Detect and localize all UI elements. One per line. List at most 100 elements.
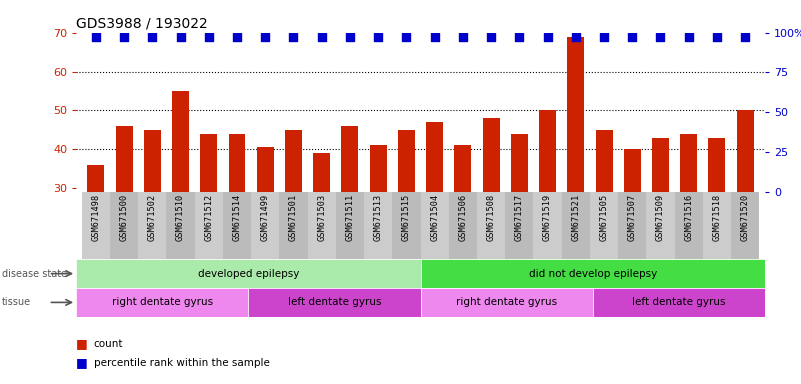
Point (710, 33, 723, 40)
Text: GSM671507: GSM671507 (628, 194, 637, 241)
Bar (228, 134, 245, 192)
Text: developed epilepsy: developed epilepsy (198, 268, 299, 279)
Bar (593, 288, 765, 317)
Bar (76, 259, 421, 288)
Bar (618, 192, 646, 259)
Bar (624, 149, 641, 192)
Text: right dentate gyrus: right dentate gyrus (456, 297, 557, 308)
Bar (511, 134, 528, 192)
Point (344, 33, 356, 40)
Point (682, 33, 695, 40)
Point (316, 33, 328, 40)
Text: GSM671512: GSM671512 (204, 194, 213, 241)
Text: GSM671520: GSM671520 (741, 194, 750, 241)
Point (146, 33, 159, 40)
Bar (454, 146, 471, 192)
Bar (336, 192, 364, 259)
Text: GSM671513: GSM671513 (374, 194, 383, 241)
Bar (370, 146, 387, 192)
Point (654, 33, 667, 40)
Bar (567, 36, 584, 192)
Point (485, 33, 497, 40)
Bar (674, 192, 702, 259)
Bar (115, 126, 132, 192)
Text: GSM671514: GSM671514 (232, 194, 242, 241)
Point (174, 33, 187, 40)
Text: GSM671504: GSM671504 (430, 194, 439, 241)
Bar (596, 130, 613, 192)
Text: GSM671500: GSM671500 (119, 194, 129, 241)
Point (231, 33, 244, 40)
Bar (172, 91, 189, 192)
Point (626, 33, 638, 40)
Bar (200, 134, 217, 192)
Bar (252, 192, 280, 259)
Text: GSM671519: GSM671519 (543, 194, 552, 241)
Bar (341, 126, 358, 192)
Bar (562, 192, 590, 259)
Bar (680, 134, 697, 192)
Text: GSM671511: GSM671511 (345, 194, 355, 241)
Text: GSM671501: GSM671501 (289, 194, 298, 241)
Text: count: count (94, 339, 123, 349)
Point (259, 33, 272, 40)
Text: left dentate gyrus: left dentate gyrus (288, 297, 381, 308)
Text: ■: ■ (76, 337, 88, 350)
Bar (652, 137, 669, 192)
Bar (421, 288, 593, 317)
Bar (421, 192, 449, 259)
Bar (308, 192, 336, 259)
Text: did not develop epilepsy: did not develop epilepsy (529, 268, 657, 279)
Bar (257, 147, 274, 192)
Bar (364, 192, 392, 259)
Bar (483, 118, 500, 192)
Bar (144, 130, 161, 192)
Text: disease state: disease state (2, 268, 66, 279)
Bar (449, 192, 477, 259)
Text: GSM671510: GSM671510 (176, 194, 185, 241)
Text: GSM671508: GSM671508 (486, 194, 496, 241)
Point (203, 33, 215, 40)
Bar (139, 192, 167, 259)
Text: GSM671498: GSM671498 (91, 194, 100, 241)
Bar (590, 192, 618, 259)
Bar (82, 192, 110, 259)
Text: GSM671506: GSM671506 (458, 194, 467, 241)
Bar (421, 259, 765, 288)
Bar (477, 192, 505, 259)
Bar (195, 192, 223, 259)
Bar (87, 165, 104, 192)
Bar (398, 130, 415, 192)
Bar (505, 192, 533, 259)
Bar (646, 192, 674, 259)
Point (400, 33, 413, 40)
Point (118, 33, 131, 40)
Bar (392, 192, 421, 259)
Bar (76, 288, 248, 317)
Bar (280, 192, 308, 259)
Text: GSM671499: GSM671499 (261, 194, 270, 241)
Bar (167, 192, 195, 259)
Text: right dentate gyrus: right dentate gyrus (111, 297, 213, 308)
Text: GSM671521: GSM671521 (571, 194, 580, 241)
Point (429, 33, 441, 40)
Point (457, 33, 469, 40)
Point (287, 33, 300, 40)
Text: percentile rank within the sample: percentile rank within the sample (94, 358, 270, 368)
Text: GSM671505: GSM671505 (599, 194, 609, 241)
Text: GSM671502: GSM671502 (148, 194, 157, 241)
Text: GSM671518: GSM671518 (712, 194, 722, 241)
Point (739, 33, 751, 40)
Bar (539, 110, 556, 192)
Point (372, 33, 384, 40)
Point (598, 33, 610, 40)
Bar (426, 122, 443, 192)
Text: tissue: tissue (2, 297, 30, 308)
Bar (313, 153, 330, 192)
Point (513, 33, 525, 40)
Point (90, 33, 103, 40)
Bar (248, 288, 421, 317)
Bar (702, 192, 731, 259)
Text: GDS3988 / 193022: GDS3988 / 193022 (76, 16, 207, 30)
Bar (533, 192, 562, 259)
